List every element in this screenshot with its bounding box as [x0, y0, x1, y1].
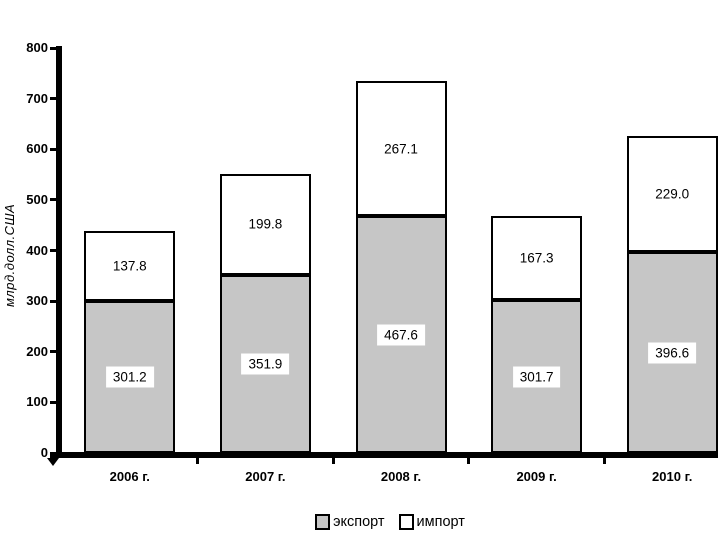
y-axis-tick [50, 350, 57, 354]
x-axis-tick [331, 458, 335, 464]
y-axis-tick-label: 700 [26, 90, 48, 106]
value-label-import: 267.1 [384, 141, 418, 157]
y-axis-tick-label: 500 [26, 191, 48, 207]
x-axis-tick [196, 458, 200, 464]
y-axis-tick-label: 600 [26, 141, 48, 157]
value-label-export: 301.7 [512, 366, 561, 388]
y-axis-tick-label: 0 [40, 445, 48, 460]
x-axis-tick [602, 458, 606, 464]
bar-segment-import [491, 215, 583, 301]
bar-segment-import [219, 173, 311, 275]
x-axis-category-label: 2007 г. [245, 469, 286, 484]
value-label-import: 167.3 [519, 250, 554, 266]
bar-segment-import [626, 136, 718, 253]
y-axis-tick [50, 198, 57, 202]
value-label-import: 229.0 [655, 186, 690, 202]
y-axis-tick-label: 400 [26, 242, 48, 258]
y-axis-tick [50, 97, 57, 101]
y-axis-tick-label: 200 [26, 343, 48, 359]
y-axis-tick [50, 147, 57, 151]
value-label-export: 351.9 [241, 353, 290, 375]
value-label-export: 396.6 [648, 342, 697, 364]
x-axis-tick [467, 458, 471, 464]
x-axis-origin-arrow [47, 458, 59, 466]
y-axis-tick [50, 249, 57, 252]
x-axis-category-label: 2010 г. [652, 469, 693, 484]
value-label-import: 199.8 [248, 216, 283, 232]
legend: экспорт импорт [62, 511, 718, 533]
legend-swatch-import [398, 514, 414, 530]
y-axis-tick-label: 300 [26, 293, 48, 309]
y-axis-tick [50, 46, 57, 50]
x-axis-line [50, 452, 718, 458]
value-label-import: 137.8 [112, 258, 147, 274]
legend-label-import: импорт [416, 514, 465, 530]
y-axis-tick-label: 100 [26, 394, 48, 410]
x-axis-category-label: 2009 г. [516, 469, 557, 484]
bar-segment-import [355, 81, 447, 217]
x-axis-category-label: 2006 г. [109, 469, 150, 484]
y-axis-line [56, 46, 62, 458]
y-axis-tick [50, 299, 57, 303]
value-label-export: 301.2 [105, 366, 154, 388]
bar-segment-import [84, 230, 176, 301]
y-axis-tick [50, 400, 57, 404]
legend-label-export: экспорт [333, 514, 385, 530]
legend-swatch-export [315, 514, 331, 530]
legend-item-import: импорт [398, 514, 465, 530]
y-axis-tick-label: 800 [26, 40, 48, 55]
x-axis-category-label: 2008 г. [380, 469, 422, 484]
value-label-export: 467.6 [377, 324, 425, 346]
legend-item-export: экспорт [315, 514, 385, 530]
